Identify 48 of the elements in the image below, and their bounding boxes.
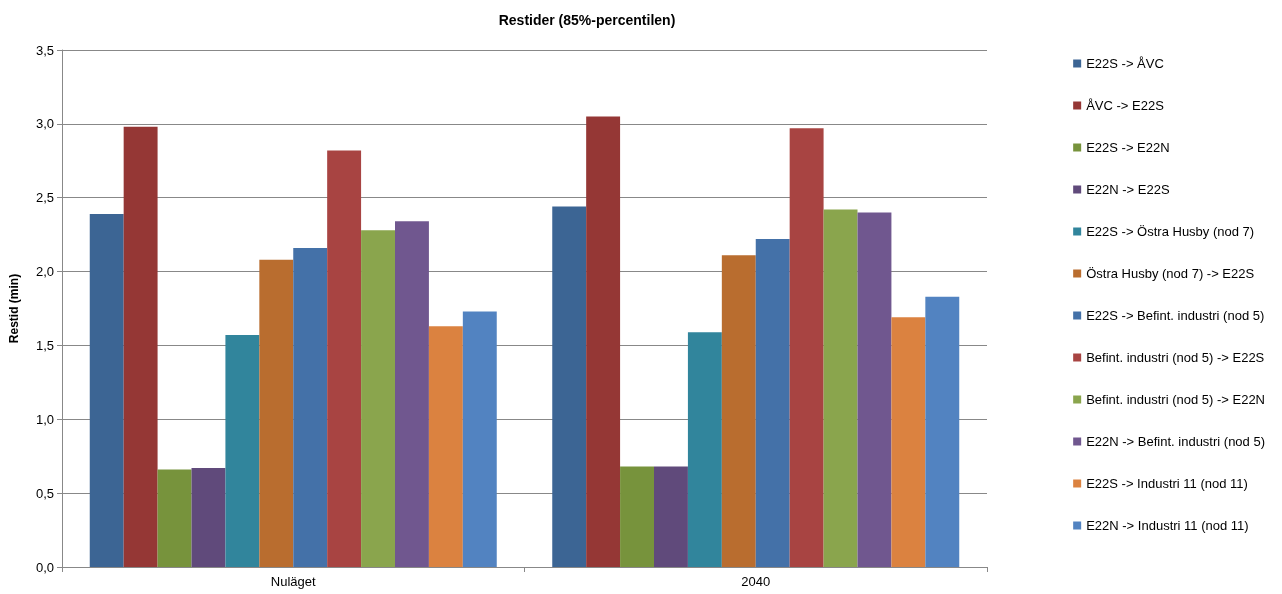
y-axis-title: Restid (min) <box>7 273 21 344</box>
bar <box>327 150 362 567</box>
legend-label: Befint. industri (nod 5) -> E22S <box>1086 350 1265 365</box>
bar <box>721 255 756 567</box>
legend-label: E22S -> ÅVC <box>1086 56 1164 71</box>
bar <box>89 213 124 567</box>
legend-label: E22S -> Industri 11 (nod 11) <box>1086 476 1248 491</box>
y-tick-label: 1,5 <box>35 337 54 353</box>
legend-label: E22S -> E22N <box>1086 140 1170 155</box>
bar <box>552 206 587 567</box>
bar <box>361 230 395 567</box>
legend-label: E22S -> Östra Husby (nod 7) <box>1086 224 1255 239</box>
y-tick-label: 0,0 <box>35 559 54 575</box>
bar <box>259 259 294 567</box>
bar <box>293 247 328 567</box>
bar <box>687 332 722 567</box>
legend-label: Befint. industri (nod 5) -> E22N <box>1086 392 1265 407</box>
bar <box>428 326 463 567</box>
y-tick-label: 1,0 <box>35 411 54 427</box>
bar <box>157 469 192 567</box>
x-tick-label: Nuläget <box>270 574 317 589</box>
bar <box>857 212 892 567</box>
bar <box>891 317 926 567</box>
legend-label: ÅVC -> E22S <box>1086 98 1165 113</box>
legend-label: E22N -> E22S <box>1086 182 1170 197</box>
bar <box>654 466 688 567</box>
bar <box>789 128 824 567</box>
bar <box>462 311 497 567</box>
bar <box>586 116 621 567</box>
chart-title: Restider (85%-percentilen) <box>498 12 676 28</box>
legend-label: E22N -> Befint. industri (nod 5) <box>1086 434 1265 449</box>
bar <box>925 296 960 567</box>
bar <box>395 221 429 567</box>
y-tick-label: 3,0 <box>35 116 54 132</box>
bar <box>191 468 226 567</box>
y-tick-label: 3,5 <box>35 42 54 58</box>
y-tick-label: 2,0 <box>35 264 54 280</box>
x-tick-label: 2040 <box>741 574 771 589</box>
legend-label: Östra Husby (nod 7) -> E22S <box>1086 266 1255 281</box>
y-tick-label: 0,5 <box>35 485 54 501</box>
bar <box>620 466 654 567</box>
bar <box>755 239 790 567</box>
y-tick-label: 2,5 <box>35 190 54 206</box>
legend-label: E22N -> Industri 11 (nod 11) <box>1086 518 1249 533</box>
legend-label: E22S -> Befint. industri (nod 5) <box>1086 308 1265 323</box>
bar <box>225 335 260 567</box>
bar <box>823 209 858 567</box>
bar <box>123 126 158 567</box>
